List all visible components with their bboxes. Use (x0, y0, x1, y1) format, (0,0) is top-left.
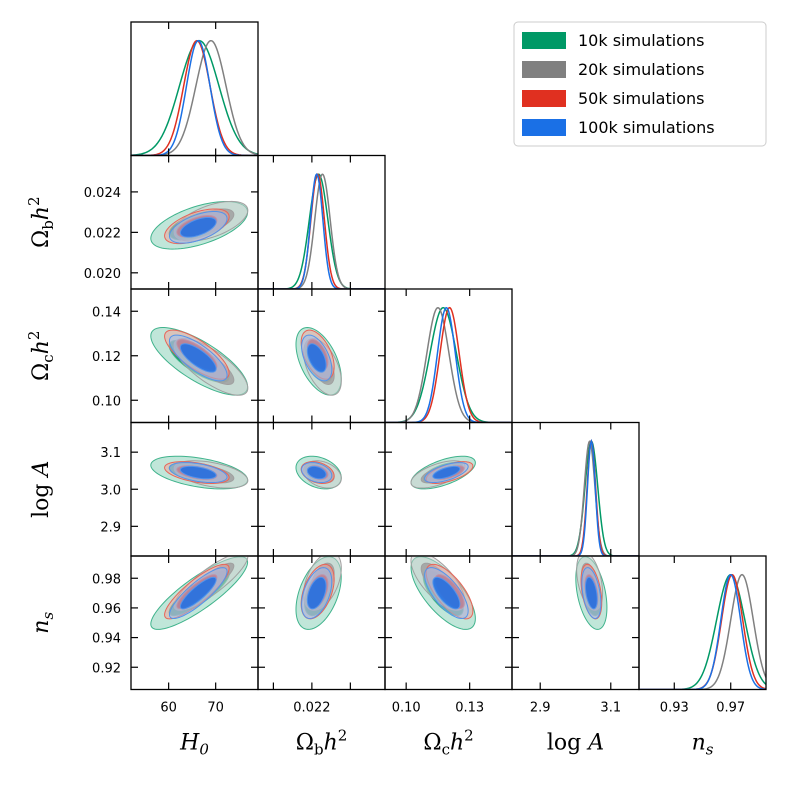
panel-omegach2-vs-omegach2 (384, 288, 513, 424)
y-tick-label: 0.92 (92, 661, 121, 676)
contour-4-inner (306, 465, 327, 480)
marginal-curve-1 (639, 573, 766, 690)
y-axis-label-4: log A (29, 461, 54, 518)
panel-loga-vs-h0 (130, 421, 259, 557)
y-tick-label: 0.024 (84, 186, 121, 201)
marginal-curve-4 (258, 173, 385, 289)
marginal-curve-1 (512, 440, 639, 556)
marginal-curve-4 (512, 438, 639, 556)
contour-4-inner (179, 343, 217, 373)
y-tick-label: 0.10 (92, 394, 121, 409)
panel-frame (384, 421, 513, 557)
y-tick-label: 0.96 (92, 602, 121, 617)
legend: 10k simulations 20k simulations 50k simula… (513, 21, 767, 147)
marginal-curve-1 (385, 306, 512, 423)
y-tick-label: 0.020 (84, 267, 121, 282)
x-tick-label: 0.93 (660, 701, 689, 716)
contour-4-inner (179, 576, 217, 610)
panel-loga-vs-omegabh2 (257, 421, 386, 557)
y-tick-label: 2.9 (100, 520, 121, 535)
panel-ns-vs-omegabh2 (257, 555, 386, 691)
panel-omegabh2-vs-h0 (130, 154, 259, 290)
legend-swatch-1 (522, 32, 566, 49)
contour-4-inner (432, 576, 461, 610)
y-tick-label: 0.14 (92, 305, 121, 320)
x-tick-label: 70 (207, 701, 224, 716)
panel-frame (257, 421, 386, 557)
x-tick-label: 0.10 (392, 701, 421, 716)
legend-label-3: 50k simulations (578, 89, 704, 108)
panels-layer (130, 21, 767, 691)
axis-labels-layer: 60 70 H0 0.022 Ωbh2 0.10 0.13 Ωch2 2.9 3.1 log A 0.… (25, 186, 745, 759)
x-tick-label: 3.1 (600, 701, 621, 716)
contour-4-inner (306, 343, 327, 373)
panel-frame (130, 421, 259, 557)
marginal-curve-2 (258, 173, 385, 289)
x-axis-label-2: Ωbh2 (296, 727, 348, 759)
y-axis-label-2: Ωbh2 (25, 196, 57, 248)
panel-loga-vs-omegach2 (384, 421, 513, 557)
marginal-curve-2 (131, 39, 258, 156)
y-tick-label: 0.12 (92, 350, 121, 365)
contour-4-inner (306, 576, 327, 610)
marginal-curve-4 (131, 39, 258, 156)
x-tick-label: 0.13 (455, 701, 484, 716)
y-axis-label-3: Ωch2 (25, 331, 57, 381)
x-axis-label-5: ns (692, 731, 714, 759)
marginal-curve-3 (512, 439, 639, 556)
marginal-curve-3 (385, 306, 512, 423)
contour-4-inner (432, 465, 461, 480)
marginal-curve-4 (639, 573, 766, 690)
panel-omegach2-vs-omegabh2 (257, 288, 386, 424)
legend-box (513, 21, 767, 147)
x-tick-label: 0.97 (716, 701, 745, 716)
x-tick-label: 2.9 (530, 701, 551, 716)
panel-ns-vs-ns (638, 555, 767, 691)
contour-4-inner (584, 576, 598, 610)
panel-ns-vs-loga (511, 555, 640, 691)
panel-h0-vs-h0 (130, 21, 259, 157)
panel-omegabh2-vs-omegabh2 (257, 154, 386, 290)
legend-label-1: 10k simulations (578, 31, 704, 50)
legend-swatch-2 (522, 61, 566, 78)
panel-ns-vs-h0 (130, 555, 259, 691)
panel-omegach2-vs-h0 (130, 288, 259, 424)
marginal-curve-3 (131, 39, 258, 156)
marginal-curve-4 (385, 306, 512, 423)
x-axis-label-1: H0 (179, 731, 209, 759)
contour-4-inner (179, 216, 217, 238)
contour-4-inner (179, 465, 217, 480)
legend-label-2: 20k simulations (578, 60, 704, 79)
x-axis-label-4: log A (547, 731, 604, 756)
panel-frame (511, 421, 640, 557)
legend-swatch-4 (522, 119, 566, 136)
y-tick-label: 3.0 (100, 483, 121, 498)
marginal-curve-2 (385, 306, 512, 423)
y-tick-label: 0.94 (92, 632, 121, 647)
panel-ns-vs-omegach2 (384, 555, 513, 691)
marginal-curve-1 (131, 39, 258, 156)
x-tick-label: 60 (160, 701, 177, 716)
marginal-curve-2 (512, 439, 639, 556)
marginal-curve-3 (258, 173, 385, 289)
legend-label-4: 100k simulations (578, 118, 715, 137)
panel-loga-vs-loga (511, 421, 640, 557)
y-tick-label: 3.1 (100, 446, 121, 461)
panel-frame (638, 555, 767, 691)
legend-swatch-3 (522, 90, 566, 107)
y-tick-label: 0.022 (84, 226, 121, 241)
y-axis-label-5: ns (29, 612, 57, 634)
x-axis-label-3: Ωch2 (423, 727, 473, 759)
x-tick-label: 0.022 (293, 701, 330, 716)
y-tick-label: 0.98 (92, 572, 121, 587)
